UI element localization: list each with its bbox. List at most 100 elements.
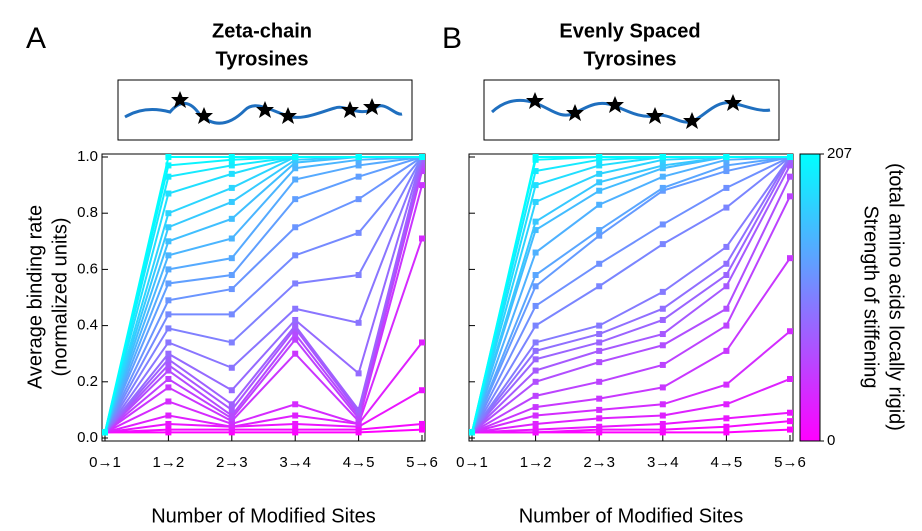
y-tick-label: 0.0: [77, 429, 98, 446]
point: [165, 162, 172, 169]
point: [292, 401, 299, 408]
series-line: [104, 156, 423, 434]
series-line: [104, 156, 423, 433]
point: [787, 193, 793, 200]
point: [228, 170, 235, 177]
point: [228, 184, 235, 191]
point: [292, 412, 299, 419]
point: [596, 359, 603, 366]
series-line: [472, 420, 791, 434]
point: [165, 361, 172, 368]
point: [659, 241, 666, 248]
series-line: [104, 422, 423, 434]
x-tick-label: 0→1: [89, 454, 121, 471]
point: [596, 232, 603, 239]
point: [292, 331, 299, 338]
point: [355, 229, 362, 236]
series-line: [471, 156, 791, 433]
point: [228, 401, 235, 408]
point: [292, 420, 299, 427]
point: [228, 215, 235, 222]
point: [165, 412, 172, 419]
y-tick-label: 0.2: [77, 373, 98, 390]
series: [469, 328, 793, 436]
point: [723, 162, 730, 169]
point: [659, 305, 666, 312]
colorbar-label: (total amino acids locally rigid): [885, 163, 907, 431]
point: [292, 165, 299, 172]
point: [723, 168, 730, 175]
point: [596, 154, 603, 160]
point: [165, 367, 172, 374]
point: [165, 339, 172, 346]
point: [787, 154, 793, 160]
panel-label: B: [442, 22, 462, 55]
point: [228, 286, 235, 293]
point: [532, 272, 539, 279]
point: [659, 331, 666, 338]
point: [659, 384, 666, 391]
point: [532, 283, 539, 290]
point: [228, 272, 235, 279]
point: [596, 201, 603, 208]
point: [532, 182, 539, 189]
point: [355, 272, 362, 279]
x-axis-label: Number of Modified Sites: [519, 505, 744, 527]
point: [596, 162, 603, 169]
point: [228, 198, 235, 205]
point: [532, 392, 539, 399]
point: [596, 395, 603, 402]
point: [532, 420, 539, 427]
point: [659, 316, 666, 323]
point: [659, 426, 666, 433]
point: [165, 224, 172, 231]
point: [596, 170, 603, 177]
plot-frame: [468, 153, 794, 442]
point: [165, 266, 172, 273]
point: [165, 398, 172, 405]
point: [469, 429, 475, 436]
point: [102, 429, 108, 436]
y-tick-label: 0.8: [77, 204, 98, 221]
point: [165, 154, 172, 160]
chart-title: Zeta-chain: [212, 20, 312, 42]
point: [596, 322, 603, 329]
point: [419, 182, 425, 189]
point: [165, 280, 172, 287]
point: [292, 196, 299, 203]
point: [228, 162, 235, 169]
point: [723, 415, 730, 422]
point: [419, 387, 425, 394]
point: [419, 426, 425, 433]
point: [165, 173, 172, 180]
chart-title: Tyrosines: [584, 48, 677, 70]
y-tick-label: 1.0: [77, 148, 98, 165]
point: [787, 418, 793, 425]
series-line: [104, 159, 423, 434]
x-tick-label: 1→2: [153, 454, 185, 471]
series-line: [104, 184, 423, 434]
x-tick-label: 3→4: [647, 454, 679, 471]
point: [355, 154, 362, 160]
series-line: [105, 428, 423, 434]
point: [355, 173, 362, 180]
point: [165, 420, 172, 427]
point: [165, 297, 172, 304]
series-line: [471, 176, 791, 434]
point: [355, 370, 362, 377]
series: [102, 154, 425, 436]
point: [596, 415, 603, 422]
colorbar-tick-label: 207: [827, 145, 852, 162]
x-tick-label: 5→6: [774, 454, 806, 471]
panel-label: A: [26, 22, 46, 55]
point: [419, 420, 425, 427]
point: [596, 331, 603, 338]
point: [787, 173, 793, 180]
point: [723, 243, 730, 250]
point: [787, 375, 793, 382]
point: [165, 190, 172, 197]
point: [723, 305, 730, 312]
point: [228, 406, 235, 413]
point: [165, 252, 172, 259]
point: [292, 176, 299, 183]
